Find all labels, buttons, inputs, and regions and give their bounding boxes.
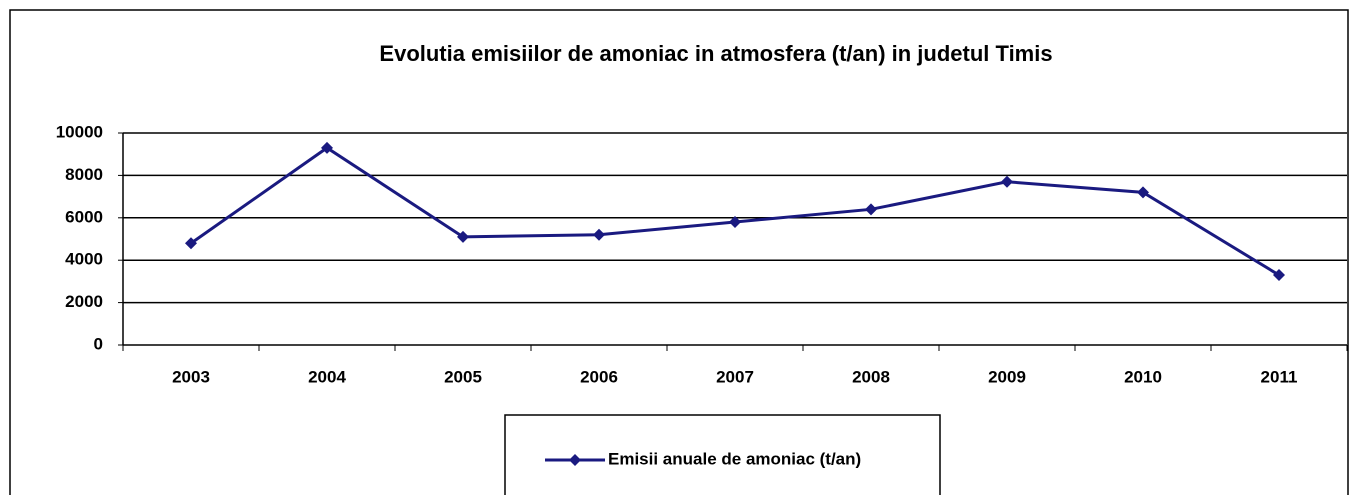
- x-tick-label: 2003: [172, 367, 210, 386]
- point: [1137, 186, 1149, 199]
- line: [190, 146, 1280, 277]
- legend-label: Emisii anuale de amoniac (t/an): [608, 449, 861, 468]
- chart-title: Evolutia emisiilor de amoniac in atmosfe…: [379, 41, 1052, 66]
- y-tick-label: 4000: [65, 250, 103, 269]
- point: [185, 237, 197, 250]
- x-tick-label: 2005: [444, 367, 482, 386]
- point: [321, 141, 333, 154]
- point: [1273, 269, 1285, 282]
- x-tick-label: 2006: [580, 367, 618, 386]
- x-tick-label: 2007: [716, 367, 754, 386]
- y-tick-label: 10000: [56, 122, 103, 141]
- point: [729, 216, 741, 229]
- point: [457, 230, 469, 243]
- x-tick-label: 2008: [852, 367, 890, 386]
- y-tick-label: 8000: [65, 165, 103, 184]
- x-tick-label: 2004: [308, 367, 346, 386]
- point: [593, 228, 605, 241]
- x-tick-label: 2010: [1124, 367, 1162, 386]
- y-tick-label: 0: [94, 334, 103, 353]
- point: [865, 203, 877, 216]
- legend-marker: [569, 454, 581, 466]
- x-tick-label: 2011: [1261, 367, 1298, 386]
- point: [1001, 175, 1013, 188]
- y-tick-label: 6000: [65, 207, 103, 226]
- chart-border: [9, 9, 1349, 500]
- x-tick-label: 2009: [988, 367, 1026, 386]
- y-tick-label: 2000: [65, 292, 103, 311]
